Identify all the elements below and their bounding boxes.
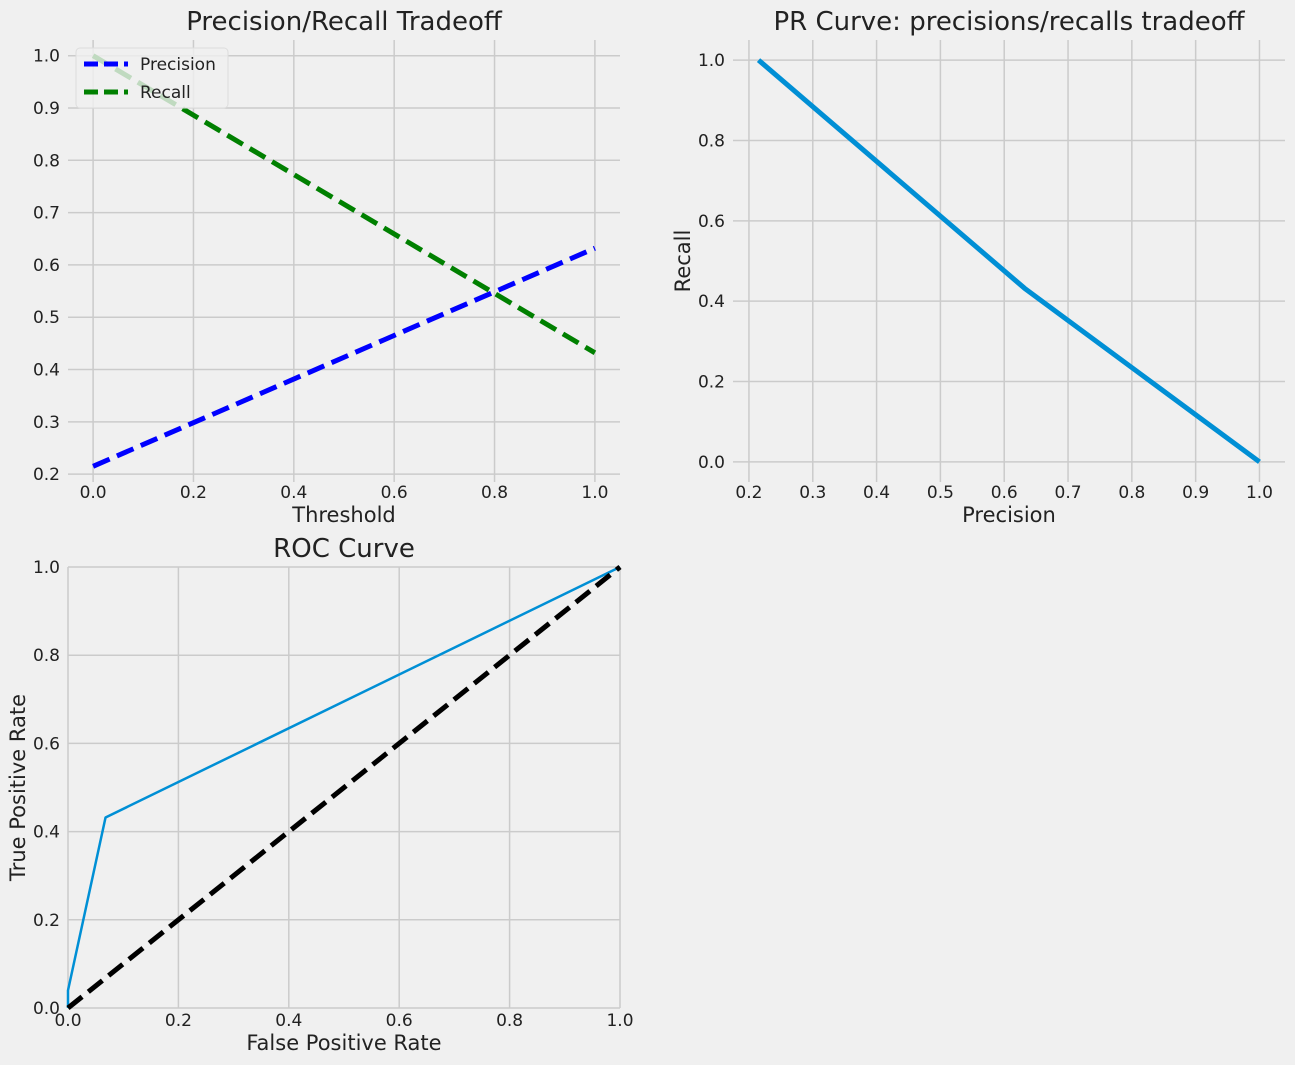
y-tick-label: 0.8 (33, 151, 60, 171)
y-tick-label: 0.4 (33, 361, 60, 381)
y-tick-label: 0.6 (33, 256, 60, 276)
x-tick-label: 0.4 (275, 1011, 302, 1031)
x-tick-label: 0.3 (799, 483, 826, 503)
y-tick-label: 0.3 (33, 413, 60, 433)
x-tick-label: 0.0 (54, 1011, 81, 1031)
x-tick-label: 0.8 (496, 1011, 523, 1031)
x-tick-label: 1.0 (1246, 483, 1273, 503)
x-tick-label: 0.6 (386, 1011, 413, 1031)
x-tick-label: 1.0 (581, 483, 608, 503)
legend-label: Precision (140, 55, 216, 75)
x-tick-label: 1.0 (606, 1011, 633, 1031)
series-line-2 (66, 565, 622, 1010)
x-tick-label: 0.4 (280, 483, 307, 503)
y-tick-label: 0.2 (33, 465, 60, 485)
x-tick-label: 0.8 (1118, 483, 1145, 503)
x-axis-label: Threshold (291, 503, 396, 527)
x-tick-label: 0.2 (165, 1011, 192, 1031)
chart-3: 0.0 0.2 0.4 0.6 0.8 1.0 0.0 0.2 0.4 0.6 0.8 1.0 ROC … (6, 534, 634, 1055)
y-tick-label: 0.5 (33, 308, 60, 328)
x-tick-label: 0.2 (180, 483, 207, 503)
y-tick-label: 0.9 (33, 99, 60, 119)
chart-2: 0.2 0.3 0.4 0.5 0.6 0.7 0.8 0.9 1.0 0.0 0.2 0.4 0.6 0… (671, 7, 1285, 527)
y-tick-label: 0.7 (33, 204, 60, 224)
y-tick-label: 0.6 (33, 734, 60, 754)
y-tick-label: 0.6 (698, 212, 725, 232)
chart-1: 0.0 0.2 0.4 0.6 0.8 1.0 0.2 0.3 0.4 0.5 0.6 0.7 0.8 0… (33, 7, 620, 527)
chart-title: Precision/Recall Tradeoff (186, 7, 503, 37)
series-line-1 (66, 565, 621, 1008)
x-tick-label: 0.5 (927, 483, 954, 503)
y-tick-label: 0.8 (698, 131, 725, 151)
x-axis-label: Precision (962, 503, 1056, 527)
y-tick-label: 0.0 (33, 999, 60, 1019)
y-tick-label: 1.0 (33, 47, 60, 67)
y-axis-label: Recall (671, 230, 695, 293)
y-tick-label: 0.2 (698, 373, 725, 393)
x-tick-label: 0.6 (381, 483, 408, 503)
x-tick-label: 0.7 (1055, 483, 1082, 503)
chart-title: PR Curve: precisions/recalls tradeoff (773, 7, 1245, 37)
x-tick-label: 0.4 (863, 483, 890, 503)
x-tick-label: 0.6 (991, 483, 1018, 503)
y-axis-label: True Positive Rate (6, 694, 30, 882)
y-tick-label: 1.0 (698, 51, 725, 71)
series-line-recall (91, 53, 597, 355)
x-axis-label: False Positive Rate (246, 1031, 441, 1055)
legend-label: Recall (140, 83, 191, 103)
y-tick-label: 0.4 (33, 823, 60, 843)
y-tick-label: 0.8 (33, 646, 60, 666)
chart-title: ROC Curve (273, 534, 415, 564)
legend: Precision Recall (75, 47, 229, 109)
series-line-precision (92, 245, 596, 469)
y-tick-label: 0.4 (698, 292, 725, 312)
x-tick-label: 0.8 (481, 483, 508, 503)
series-line-1 (756, 58, 1261, 464)
y-tick-label: 0.0 (698, 453, 725, 473)
x-tick-label: 0.0 (80, 483, 107, 503)
y-tick-label: 0.2 (33, 911, 60, 931)
x-tick-label: 0.2 (735, 483, 762, 503)
x-tick-label: 0.9 (1182, 483, 1209, 503)
y-tick-label: 1.0 (33, 558, 60, 578)
